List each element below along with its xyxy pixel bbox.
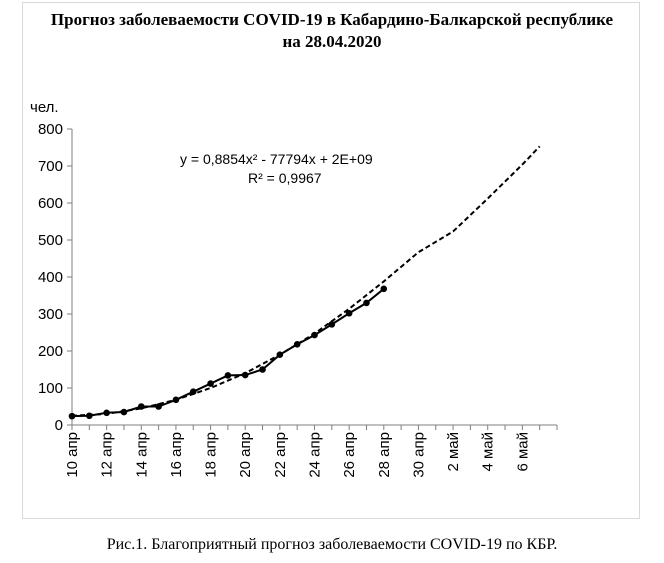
x-tick-label: 22 апр [272, 432, 289, 478]
observed-point [241, 371, 249, 379]
x-tick-label: 28 апр [376, 432, 393, 478]
observed-point [380, 285, 388, 293]
observed-point [172, 396, 180, 404]
observed-point [345, 309, 353, 317]
observed-point [276, 351, 284, 359]
observed-point [86, 412, 93, 420]
observed-point [120, 408, 128, 416]
observed-point [293, 341, 301, 348]
x-tick-label: 12 апр [99, 432, 116, 478]
y-tick-label: 800 [38, 121, 63, 138]
x-tick-label: 6 май [514, 432, 531, 472]
y-tick-label: 300 [38, 306, 63, 323]
y-tick-label: 200 [38, 343, 63, 360]
axes: 0 100 200 300 400 500 600 700 800 10 апр 12 апр 14 … [38, 121, 558, 478]
trendline-equation: y = 0,8854x² - 77794x + 2E+09 [180, 151, 373, 167]
observed-point [68, 412, 76, 420]
x-tick-label: 4 май [480, 432, 497, 472]
observed-point [224, 372, 232, 379]
x-tick-label: 2 май [445, 432, 462, 472]
observed-point [259, 366, 266, 373]
x-tick-label: 10 апр [64, 432, 81, 478]
x-tick-label: 30 апр [410, 432, 427, 478]
observed-point [189, 388, 197, 396]
trend-series [71, 145, 541, 417]
observed-point [328, 321, 336, 328]
observed-point [207, 380, 214, 387]
observed-point [155, 403, 162, 410]
observed-line [71, 288, 385, 418]
y-tick-label: 500 [38, 232, 63, 249]
y-tick-label: 100 [38, 380, 63, 397]
x-tick-label: 24 апр [307, 432, 324, 478]
x-tick-label: 18 апр [203, 432, 220, 478]
observed-point [137, 403, 145, 410]
trend-line [71, 145, 541, 417]
y-axis-label: чел. [30, 99, 59, 116]
x-tick-label: 14 апр [133, 432, 150, 478]
chart-title: Прогноз заболеваемости COVID-19 в Кабард… [50, 10, 614, 29]
observed-point [363, 299, 370, 307]
x-tick-label: 26 апр [341, 432, 358, 478]
y-tick-label: 0 [55, 417, 63, 434]
observed-point [103, 409, 110, 417]
x-tick-label: 20 апр [237, 432, 254, 478]
y-tick-label: 700 [38, 158, 63, 175]
chart-svg: 0 100 200 300 400 500 600 700 800 10 апр 12 апр 14 … [30, 99, 558, 478]
y-tick-label: 400 [38, 269, 63, 286]
x-tick-label: 16 апр [168, 432, 185, 478]
chart-subtitle: на 28.04.2020 [282, 32, 382, 51]
chart-frame [22, 2, 640, 519]
r-squared-label: R² = 0,9967 [248, 170, 322, 186]
observed-point [311, 331, 318, 339]
observed-series [68, 285, 388, 420]
y-tick-label: 600 [38, 195, 63, 212]
figure-caption: Рис.1. Благоприятный прогноз заболеваемо… [106, 536, 558, 553]
